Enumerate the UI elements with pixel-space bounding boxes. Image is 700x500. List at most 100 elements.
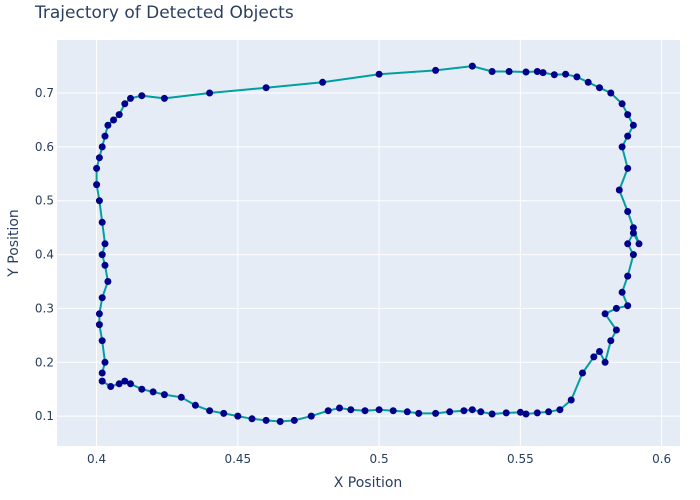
trajectory-point <box>579 369 586 377</box>
trajectory-point <box>98 369 106 377</box>
trajectory-point <box>248 415 256 423</box>
trajectory-point <box>95 154 103 162</box>
trajectory-point <box>468 406 476 414</box>
trajectory-point <box>319 78 327 86</box>
trajectory-point <box>624 208 632 215</box>
trajectory-point <box>160 94 168 102</box>
trajectory-point <box>539 69 547 77</box>
y-tick-label: 0.1 <box>35 409 54 423</box>
trajectory-point <box>110 116 117 124</box>
trajectory-point <box>567 396 575 404</box>
trajectory-point <box>101 132 109 140</box>
trajectory-point <box>95 310 103 318</box>
trajectory-point <box>601 310 609 318</box>
trajectory-point <box>505 68 513 75</box>
trajectory-point <box>347 406 355 414</box>
trajectory-point <box>262 416 270 424</box>
trajectory-point <box>324 407 332 415</box>
trajectory-point <box>601 358 609 366</box>
trajectory-point <box>624 164 632 172</box>
trajectory-point <box>432 66 440 74</box>
trajectory-point <box>101 240 109 248</box>
y-tick-label: 0.6 <box>35 140 54 154</box>
trajectory-point <box>629 251 637 259</box>
trajectory-point <box>446 408 454 416</box>
trajectory-point <box>160 391 168 399</box>
trajectory-point <box>115 111 123 119</box>
trajectory-point <box>104 278 112 285</box>
trajectory-point <box>98 294 106 302</box>
trajectory-point <box>121 377 129 385</box>
x-tick-label: 0.45 <box>224 452 251 466</box>
trajectory-point <box>584 78 592 86</box>
trajectory-point <box>95 197 103 205</box>
y-tick-label: 0.4 <box>35 248 54 262</box>
x-tick-label: 0.6 <box>652 452 671 466</box>
trajectory-point <box>149 388 157 396</box>
trajectory-point <box>516 408 524 416</box>
x-tick-label: 0.4 <box>87 452 106 466</box>
trajectory-point <box>612 304 620 312</box>
x-tick-label: 0.55 <box>507 452 534 466</box>
trajectory-point <box>468 62 476 70</box>
trajectory-point <box>206 89 214 97</box>
trajectory-point <box>612 326 620 334</box>
x-axis-title: X Position <box>334 475 403 491</box>
trajectory-point <box>121 100 129 108</box>
trajectory-point <box>262 84 270 92</box>
trajectory-point <box>127 380 134 388</box>
trajectory-point <box>336 404 343 412</box>
trajectory-point <box>629 121 637 129</box>
chart-title: Trajectory of Detected Objects <box>35 3 294 23</box>
y-tick-label: 0.2 <box>35 355 54 369</box>
trajectory-point <box>533 68 541 75</box>
trajectory-point <box>618 143 626 151</box>
trajectory-point <box>590 353 598 361</box>
trajectory-point <box>415 409 423 417</box>
trajectory-point <box>624 132 632 140</box>
trajectory-point <box>615 186 623 194</box>
trajectory-point <box>307 412 315 420</box>
trajectory-point <box>93 181 101 189</box>
trajectory-point <box>93 164 101 172</box>
trajectory-point <box>220 409 228 417</box>
plot-background <box>57 40 680 446</box>
trajectory-point <box>629 224 637 232</box>
y-tick-labels: 0.1 0.2 0.3 0.4 0.5 0.6 0.7 <box>35 86 54 423</box>
y-tick-label: 0.7 <box>35 86 54 100</box>
trajectory-point <box>98 377 106 385</box>
trajectory-point <box>550 71 558 79</box>
trajectory-point <box>488 68 496 75</box>
trajectory-point <box>101 358 109 366</box>
trajectory-point <box>432 409 440 417</box>
trajectory-point <box>138 92 146 100</box>
x-tick-labels: 0.4 0.45 0.5 0.55 0.6 <box>87 452 671 466</box>
trajectory-points <box>93 62 643 425</box>
trajectory-point <box>522 68 530 76</box>
trajectory-point <box>562 70 570 78</box>
y-tick-label: 0.5 <box>35 194 54 208</box>
trajectory-point <box>618 288 626 296</box>
trajectory-point <box>98 218 106 226</box>
trajectory-point <box>191 401 199 409</box>
trajectory-point <box>95 321 103 329</box>
trajectory-point <box>98 251 106 259</box>
trajectory-point <box>502 409 510 417</box>
trajectory-point <box>104 121 112 129</box>
trajectory-point <box>127 94 134 102</box>
trajectory-point <box>477 408 485 416</box>
trajectory-point <box>545 408 553 416</box>
trajectory-point <box>138 385 146 393</box>
trajectory-point <box>629 229 637 237</box>
trajectory-point <box>460 407 468 415</box>
trajectory-point <box>488 410 496 418</box>
trajectory-point <box>177 393 185 401</box>
trajectory-point <box>206 407 214 415</box>
trajectory-point <box>98 143 106 151</box>
trajectory-point <box>115 380 123 388</box>
trajectory-point <box>624 240 632 248</box>
trajectory-point <box>596 348 603 355</box>
grid-lines <box>57 40 680 446</box>
